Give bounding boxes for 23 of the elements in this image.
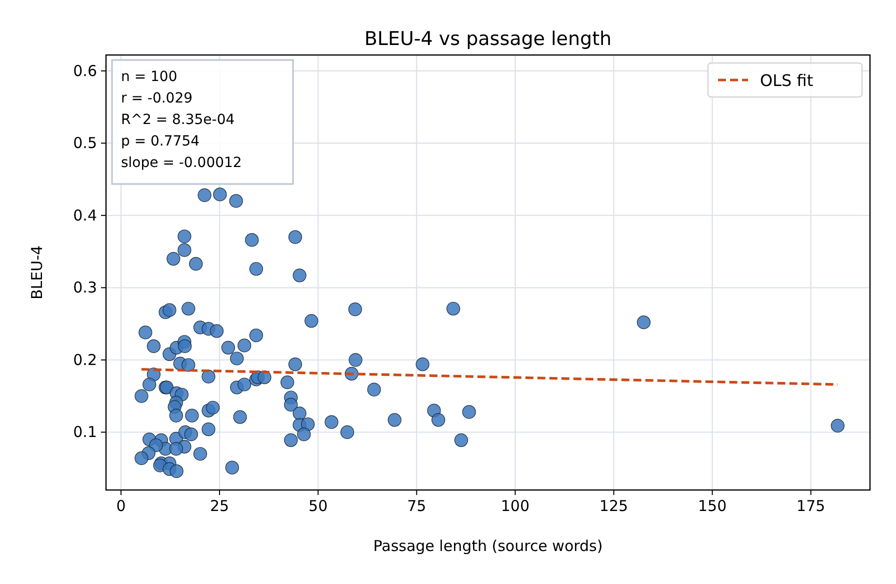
x-axis-title: Passage length (source words) [373, 537, 603, 555]
x-tick-label: 25 [210, 497, 230, 515]
x-tick-label: 150 [698, 497, 727, 515]
y-tick-label: 0.3 [73, 278, 97, 297]
x-tick-label: 125 [599, 497, 628, 515]
annotation: n = 100 [121, 69, 178, 85]
x-tick-label: 0 [116, 497, 126, 515]
annotation: slope = -0.00012 [121, 155, 242, 171]
x-tick-label: 175 [796, 497, 826, 515]
y-tick-label: 0.5 [73, 134, 97, 152]
annotation: r = -0.029 [121, 90, 193, 106]
x-tick-label: 100 [500, 497, 530, 515]
x-tick-label: 50 [308, 497, 328, 515]
annotation: R^2 = 8.35e-04 [121, 112, 235, 128]
y-tick-label: 0.6 [73, 62, 97, 80]
y-tick-label: 0.1 [73, 423, 97, 442]
y-axis-title: BLEU-4 [28, 245, 46, 300]
annotation: p = 0.7754 [121, 134, 200, 150]
y-tick-label: 0.4 [73, 206, 97, 224]
y-tick-label: 0.2 [73, 350, 97, 369]
legend-label: OLS fit [760, 71, 814, 90]
x-tick-label: 75 [407, 497, 426, 515]
chart-title: BLEU-4 vs passage length [364, 28, 612, 50]
